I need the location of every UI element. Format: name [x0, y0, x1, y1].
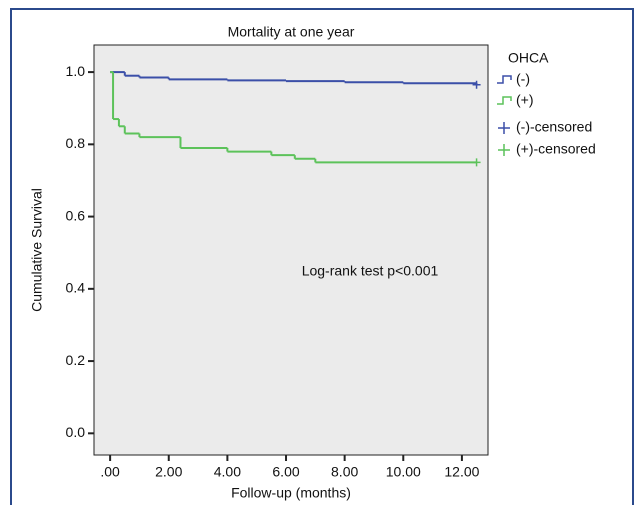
legend-swatch [497, 75, 512, 84]
legend-swatch [498, 144, 510, 156]
y-tick-label: 0.8 [66, 135, 86, 151]
legend-label: (+)-censored [516, 141, 596, 157]
x-tick-label: 4.00 [214, 464, 241, 480]
legend-swatch [498, 122, 510, 134]
x-tick-label: 8.00 [331, 464, 358, 480]
legend-title: OHCA [508, 50, 549, 66]
x-tick-label: 6.00 [272, 464, 299, 480]
y-axis-label: Cumulative Survival [29, 188, 45, 312]
plot-area [93, 44, 489, 456]
x-tick-label: 12.00 [444, 464, 479, 480]
x-tick-label: 10.00 [386, 464, 421, 480]
y-tick-label: 0.4 [66, 280, 86, 296]
legend-label: (-) [516, 71, 530, 87]
y-tick-label: 0.6 [66, 207, 86, 223]
legend-label: (-)-censored [516, 119, 592, 135]
x-axis-label: Follow-up (months) [231, 485, 351, 501]
y-tick-label: 0.2 [66, 352, 86, 368]
y-tick-label: 1.0 [66, 63, 86, 79]
censor-mark [472, 80, 481, 89]
legend-label: (+) [516, 92, 534, 108]
x-tick-label: .00 [100, 464, 120, 480]
y-tick-label: 0.0 [66, 424, 86, 440]
censor-mark [472, 158, 481, 167]
legend-swatch [497, 96, 512, 105]
x-tick-label: 2.00 [155, 464, 182, 480]
annotation: Log-rank test p<0.001 [302, 263, 439, 279]
chart-title: Mortality at one year [228, 24, 355, 40]
